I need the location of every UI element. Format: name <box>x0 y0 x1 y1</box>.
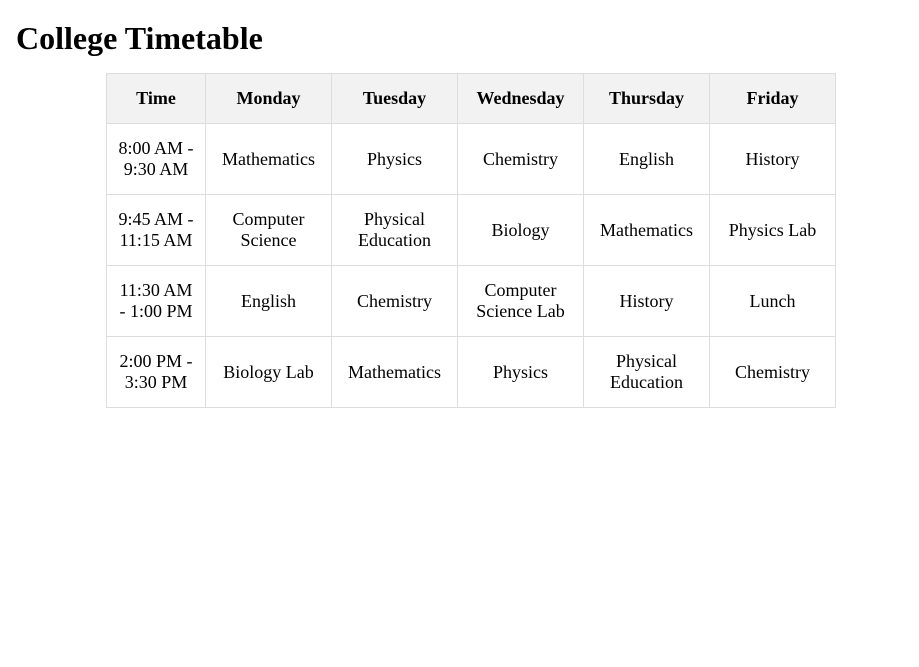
cell-time: 8:00 AM - 9:30 AM <box>107 124 206 195</box>
cell-friday: History <box>710 124 836 195</box>
cell-tuesday: Physical Education <box>332 195 458 266</box>
page-title: College Timetable <box>16 20 903 57</box>
cell-friday: Physics Lab <box>710 195 836 266</box>
cell-wednesday: Biology <box>458 195 584 266</box>
cell-monday: Mathematics <box>206 124 332 195</box>
col-header-thursday: Thursday <box>584 74 710 124</box>
timetable: Time Monday Tuesday Wednesday Thursday F… <box>106 73 836 408</box>
cell-friday: Chemistry <box>710 337 836 408</box>
cell-monday: Computer Science <box>206 195 332 266</box>
table-row: 2:00 PM - 3:30 PM Biology Lab Mathematic… <box>107 337 836 408</box>
col-header-monday: Monday <box>206 74 332 124</box>
cell-tuesday: Mathematics <box>332 337 458 408</box>
cell-wednesday: Computer Science Lab <box>458 266 584 337</box>
cell-monday: English <box>206 266 332 337</box>
col-header-time: Time <box>107 74 206 124</box>
col-header-friday: Friday <box>710 74 836 124</box>
cell-time: 9:45 AM - 11:15 AM <box>107 195 206 266</box>
col-header-wednesday: Wednesday <box>458 74 584 124</box>
table-row: 11:30 AM - 1:00 PM English Chemistry Com… <box>107 266 836 337</box>
col-header-tuesday: Tuesday <box>332 74 458 124</box>
table-row: 8:00 AM - 9:30 AM Mathematics Physics Ch… <box>107 124 836 195</box>
cell-thursday: Mathematics <box>584 195 710 266</box>
cell-thursday: Physical Education <box>584 337 710 408</box>
cell-wednesday: Chemistry <box>458 124 584 195</box>
cell-tuesday: Chemistry <box>332 266 458 337</box>
cell-tuesday: Physics <box>332 124 458 195</box>
timetable-wrapper: Time Monday Tuesday Wednesday Thursday F… <box>106 73 903 408</box>
table-row: 9:45 AM - 11:15 AM Computer Science Phys… <box>107 195 836 266</box>
cell-wednesday: Physics <box>458 337 584 408</box>
cell-time: 11:30 AM - 1:00 PM <box>107 266 206 337</box>
cell-thursday: History <box>584 266 710 337</box>
cell-friday: Lunch <box>710 266 836 337</box>
cell-thursday: English <box>584 124 710 195</box>
cell-time: 2:00 PM - 3:30 PM <box>107 337 206 408</box>
cell-monday: Biology Lab <box>206 337 332 408</box>
timetable-header-row: Time Monday Tuesday Wednesday Thursday F… <box>107 74 836 124</box>
